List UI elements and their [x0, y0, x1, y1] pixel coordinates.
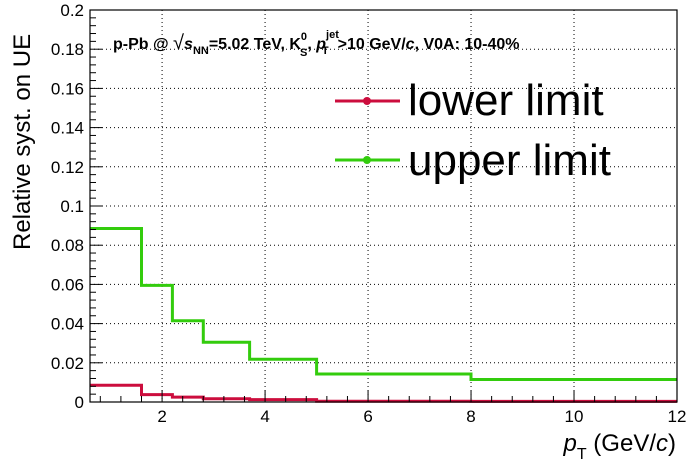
- y-axis-label: Relative syst. on UE: [9, 34, 36, 250]
- title-nn: NN: [193, 45, 209, 57]
- y-tick-label: 0.12: [51, 158, 84, 177]
- title-comma: ,: [307, 36, 316, 53]
- legend-label-upper: upper limit: [408, 136, 611, 185]
- x-label-sub: T: [577, 446, 587, 463]
- title-prefix: p-Pb @: [113, 36, 173, 53]
- y-tick-labels: 0 0.02 0.04 0.06 0.08 0.1 0.12 0.14 0.16 0.18 0.2: [51, 1, 84, 412]
- x-label-unit-close: ): [668, 430, 676, 457]
- y-tick-label: 0.06: [51, 275, 84, 294]
- y-tick-label: 0.04: [51, 315, 84, 334]
- title-ks-sub: S: [300, 47, 307, 59]
- x-label-unit-open: (GeV/: [587, 430, 657, 457]
- chart-title: p-Pb @ √sNN=5.02 TeV, K0 S, pjet T >10 GeV/…: [113, 29, 520, 59]
- x-tick-label: 2: [157, 407, 166, 426]
- title-s: s: [184, 36, 193, 53]
- x-tick-label: 12: [668, 407, 687, 426]
- x-tick-label: 10: [565, 407, 584, 426]
- series-lower-limit-line: [90, 383, 677, 403]
- y-tick-label: 0.08: [51, 236, 84, 255]
- y-tick-label: 0: [75, 393, 84, 412]
- legend-label-lower: lower limit: [408, 76, 604, 125]
- y-tick-label: 0.14: [51, 119, 84, 138]
- x-label-p: p: [563, 430, 577, 457]
- legend-marker-upper: [363, 156, 371, 164]
- title-centrality: , V0A: 10-40%: [415, 36, 520, 53]
- x-axis-label: pT (GeV/c): [563, 430, 677, 463]
- y-tick-label: 0.16: [51, 79, 84, 98]
- y-tick-label: 0.1: [60, 197, 84, 216]
- x-label-c: c: [656, 430, 668, 457]
- title-ks-sup: 0: [301, 31, 307, 43]
- x-tick-labels: 2 4 6 8 10 12: [157, 407, 686, 426]
- y-tick-label: 0.02: [51, 354, 84, 373]
- y-tick-label: 0.2: [60, 1, 84, 20]
- legend-marker-lower: [363, 97, 371, 105]
- title-jet-sup: jet: [325, 29, 339, 41]
- x-tick-label: 6: [363, 407, 372, 426]
- x-tick-label: 4: [260, 407, 269, 426]
- series-upper-limit-line: [90, 227, 677, 381]
- x-tick-label: 8: [466, 407, 475, 426]
- title-sqrt: √: [173, 32, 184, 54]
- y-tick-label: 0.18: [51, 40, 84, 59]
- title-pt: p: [315, 36, 326, 53]
- grid: [90, 10, 677, 402]
- title-energy: =5.02 TeV, K: [209, 36, 302, 53]
- title-c: c: [406, 36, 415, 53]
- title-pt-sub: T: [322, 45, 329, 57]
- title-cut: >10 GeV/: [338, 36, 407, 53]
- legend: lower limit upper limit: [335, 76, 611, 185]
- axis-ticks: [90, 9, 678, 403]
- series-layer: [90, 227, 677, 403]
